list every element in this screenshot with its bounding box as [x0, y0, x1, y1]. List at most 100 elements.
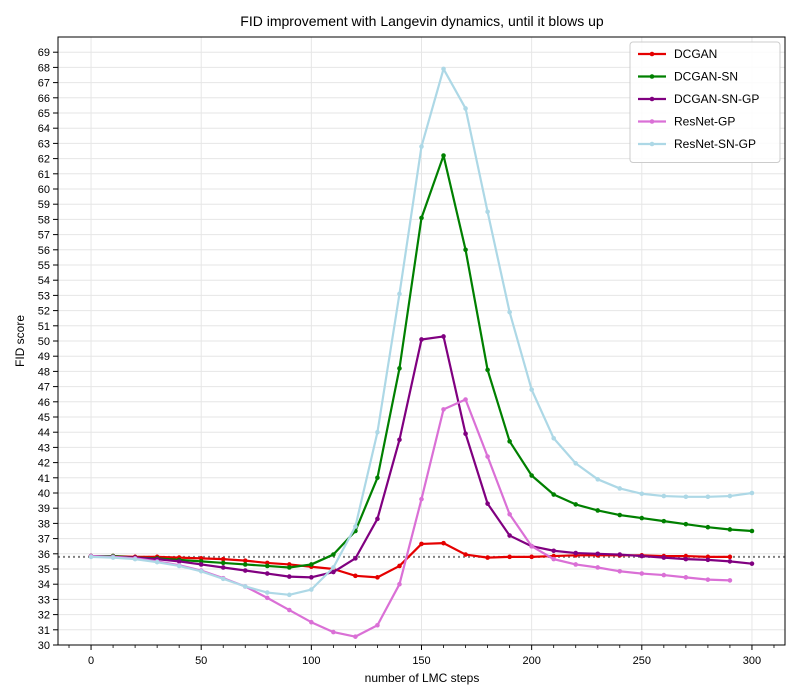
y-tick-label: 37 — [38, 534, 50, 546]
data-point-dcgan — [463, 552, 468, 557]
data-point-resnet-sn-gp — [639, 491, 645, 497]
y-tick-label: 43 — [38, 442, 50, 454]
data-point-dcgan — [375, 575, 380, 580]
data-point-dcgan-sn — [661, 518, 667, 524]
y-tick-label: 38 — [38, 518, 50, 530]
data-point-dcgan-sn — [573, 502, 579, 507]
data-point-resnet-sn-gp — [287, 592, 292, 598]
data-point-dcgan-sn — [749, 528, 755, 534]
data-point-dcgan-sn-gp — [485, 501, 490, 506]
y-tick-label: 32 — [38, 610, 50, 622]
data-point-dcgan-sn-gp — [573, 550, 579, 556]
data-point-resnet-gp — [639, 571, 645, 576]
data-point-dcgan-sn — [287, 565, 292, 570]
data-point-dcgan-sn-gp — [727, 559, 733, 564]
x-axis-ticks: 0 50 100 150 200 250 300 — [68, 645, 775, 667]
data-point-dcgan-sn — [529, 473, 534, 478]
data-point-dcgan-sn-gp — [242, 568, 248, 573]
series-layer — [88, 66, 755, 639]
data-point-dcgan-sn — [397, 366, 402, 371]
legend-label: DCGAN — [674, 47, 717, 61]
data-point-dcgan-sn — [551, 492, 556, 497]
y-tick-label: 39 — [38, 503, 50, 515]
legend-label: ResNet-GP — [674, 115, 735, 129]
legend-marker — [649, 51, 655, 57]
data-point-dcgan-sn-gp — [176, 559, 182, 564]
y-tick-label: 50 — [38, 336, 50, 348]
data-point-dcgan-sn-gp — [353, 556, 358, 561]
data-point-resnet-gp — [309, 619, 314, 625]
chart-title: FID improvement with Langevin dynamics, … — [240, 13, 604, 29]
legend-label: ResNet-SN-GP — [674, 137, 756, 151]
data-point-resnet-gp — [331, 629, 336, 635]
data-point-resnet-gp — [617, 568, 623, 574]
data-point-resnet-gp — [507, 511, 512, 517]
y-tick-label: 36 — [38, 549, 50, 561]
data-point-dcgan-sn-gp — [639, 553, 645, 559]
legend-marker — [649, 141, 655, 147]
data-point-dcgan-sn — [264, 563, 270, 569]
y-tick-label: 62 — [38, 154, 50, 166]
data-point-resnet-sn-gp — [154, 559, 160, 565]
data-point-resnet-gp — [661, 572, 667, 578]
data-point-resnet-sn-gp — [661, 493, 667, 499]
data-point-resnet-sn-gp — [749, 490, 755, 496]
y-tick-label: 49 — [38, 351, 50, 363]
data-point-resnet-sn-gp — [110, 555, 116, 560]
data-point-dcgan-sn-gp — [419, 337, 424, 342]
data-point-resnet-sn-gp — [309, 587, 314, 592]
data-point-resnet-sn-gp — [441, 66, 446, 72]
data-point-resnet-sn-gp — [176, 563, 182, 569]
y-tick-label: 63 — [38, 138, 50, 150]
y-tick-label: 67 — [38, 78, 50, 90]
data-point-resnet-sn-gp — [132, 556, 138, 562]
data-point-resnet-gp — [463, 397, 468, 402]
data-point-dcgan-sn-gp — [661, 555, 667, 560]
data-point-dcgan-sn — [507, 439, 512, 444]
y-tick-label: 34 — [38, 579, 50, 591]
data-point-resnet-sn-gp — [220, 576, 226, 582]
legend-marker — [649, 119, 655, 124]
y-tick-label: 44 — [38, 427, 50, 439]
x-tick-label: 100 — [302, 655, 320, 667]
y-tick-label: 51 — [38, 321, 50, 333]
data-point-dcgan — [242, 558, 248, 563]
x-tick-label: 150 — [412, 655, 430, 667]
y-tick-label: 60 — [38, 184, 50, 196]
data-point-resnet-gp — [397, 581, 402, 587]
x-tick-label: 200 — [522, 655, 540, 667]
data-point-resnet-sn-gp — [419, 144, 424, 149]
data-point-resnet-sn-gp — [727, 493, 733, 499]
data-point-resnet-gp — [485, 454, 490, 459]
y-tick-label: 61 — [38, 169, 50, 181]
series-dcgan-sn — [88, 153, 755, 570]
data-point-resnet-gp — [705, 577, 711, 582]
data-point-dcgan-sn-gp — [551, 548, 556, 554]
data-point-resnet-sn-gp — [551, 435, 556, 441]
data-point-dcgan — [507, 554, 512, 560]
data-point-resnet-gp — [375, 622, 380, 628]
data-point-resnet-gp — [573, 562, 579, 567]
y-tick-label: 47 — [38, 382, 50, 394]
data-point-resnet-gp — [441, 407, 446, 412]
data-point-resnet-sn-gp — [331, 565, 336, 570]
data-point-dcgan-sn-gp — [397, 437, 402, 443]
data-point-dcgan — [441, 540, 446, 546]
series-resnet-sn-gp — [88, 66, 755, 598]
y-tick-label: 58 — [38, 214, 50, 226]
y-tick-label: 53 — [38, 290, 50, 302]
data-point-resnet-sn-gp — [264, 590, 270, 595]
data-point-dcgan-sn-gp — [683, 556, 689, 562]
y-tick-label: 68 — [38, 62, 50, 74]
x-axis-label: number of LMC steps — [365, 671, 480, 685]
y-tick-label: 55 — [38, 260, 50, 272]
legend-label: DCGAN-SN — [674, 70, 738, 84]
data-point-resnet-sn-gp — [353, 524, 358, 529]
data-point-dcgan-sn-gp — [463, 431, 468, 437]
data-point-dcgan-sn-gp — [264, 571, 270, 576]
data-point-resnet-sn-gp — [242, 584, 248, 589]
data-point-dcgan-sn — [419, 215, 424, 221]
data-point-dcgan-sn — [617, 512, 623, 518]
series-dcgan-sn-gp — [88, 334, 755, 580]
data-point-resnet-sn-gp — [529, 387, 534, 392]
